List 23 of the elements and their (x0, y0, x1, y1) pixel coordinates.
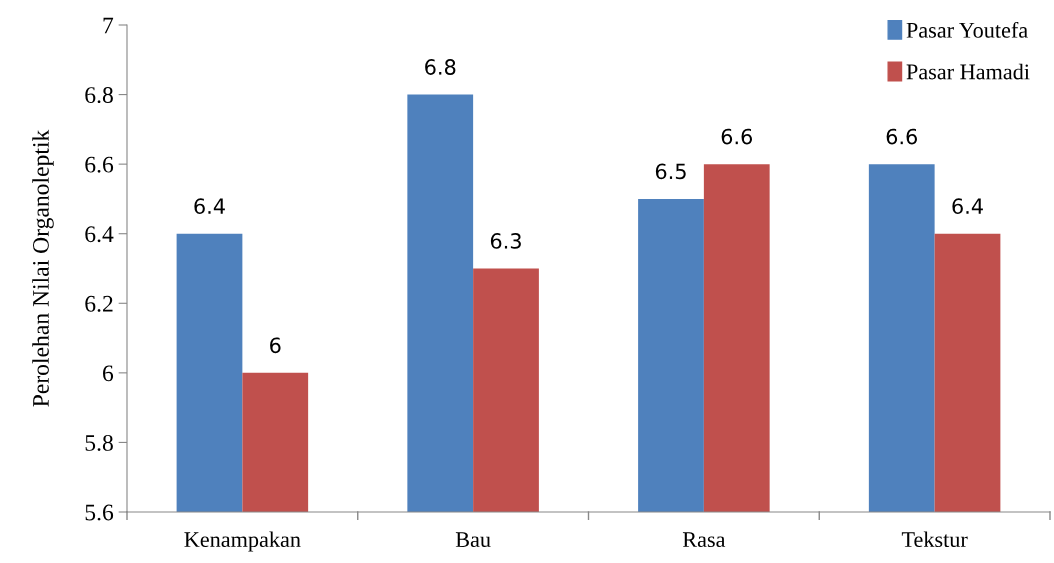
y-tick-label: 6.2 (85, 295, 113, 312)
data-label: 6.5 (655, 163, 686, 180)
legend-label: Pasar Youtefa (906, 21, 1028, 38)
x-tick-label: Tekstur (901, 531, 968, 548)
x-tick-label: Rasa (682, 532, 726, 548)
y-tick-label: 5.6 (85, 504, 114, 521)
x-tick-label: Kenampakan (184, 531, 301, 552)
y-tick-label: 7 (103, 17, 114, 34)
y-tick-label: 6 (103, 365, 114, 382)
data-label: 6 (270, 337, 281, 354)
data-label: 6.4 (952, 198, 983, 215)
data-label: 6.4 (194, 198, 225, 215)
y-tick-label: 6.6 (85, 156, 114, 173)
legend-label: Pasar Hamadi (906, 63, 1030, 80)
data-label: 6.6 (886, 128, 917, 145)
y-tick-label: 5.8 (85, 434, 113, 451)
data-label: 6.8 (425, 59, 456, 75)
y-axis-title: Perolehan Nilai Organoleptik (32, 129, 54, 407)
data-label: 6.3 (490, 233, 521, 249)
x-tick-label: Bau (455, 532, 491, 548)
y-tick-label: 6.8 (85, 87, 113, 104)
data-label: 6.6 (721, 128, 753, 145)
y-tick-label: 6.4 (85, 226, 114, 243)
